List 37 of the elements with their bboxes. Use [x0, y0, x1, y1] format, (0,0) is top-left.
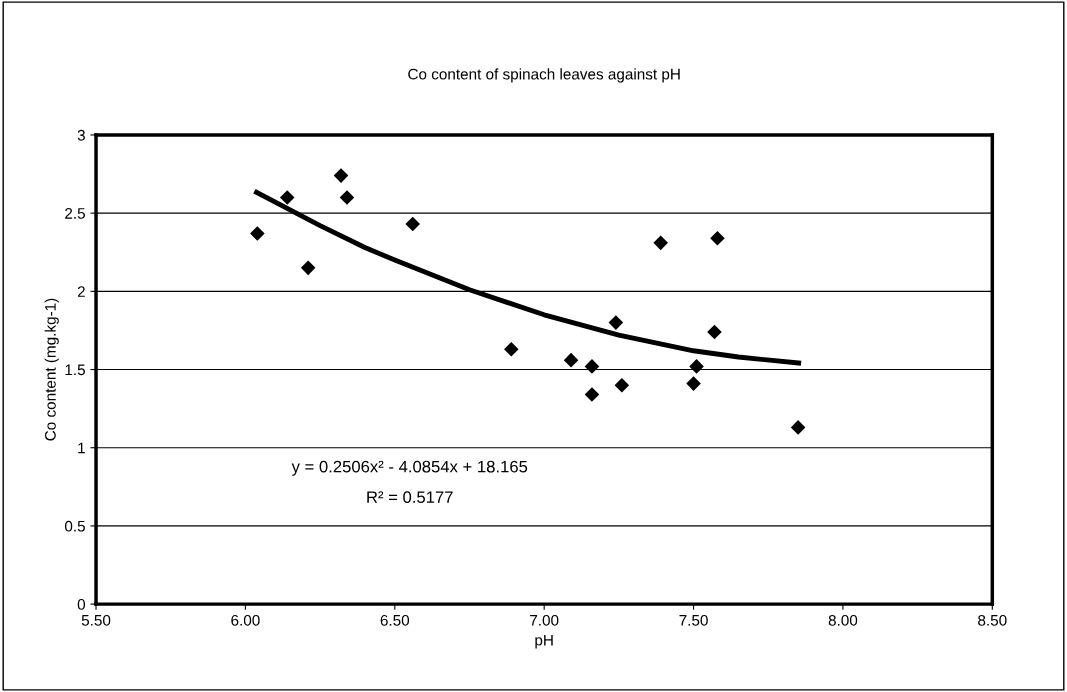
point [710, 230, 725, 246]
point [339, 190, 355, 205]
point [686, 376, 701, 391]
point [333, 168, 349, 183]
point [279, 190, 295, 205]
x-tick-label: 8.50 [978, 614, 1007, 626]
point [405, 216, 420, 232]
y-tick-label: 2.5 [65, 208, 85, 219]
point [790, 420, 806, 435]
y-tick-label: 1 [78, 442, 85, 454]
point [300, 260, 316, 276]
point [689, 359, 704, 374]
chart-title: Co content of spinach leaves against pH [408, 68, 680, 83]
x-tick-label: 5.50 [81, 614, 111, 626]
y-axis-title: Co content (mg.kg-1) [44, 298, 59, 441]
point [250, 226, 265, 241]
x-axis-title: pH [535, 634, 553, 649]
y-tick-label: 2 [77, 286, 85, 297]
point [653, 235, 668, 251]
x-tick-label: 6.50 [380, 614, 410, 626]
point [707, 324, 722, 340]
x-tick-label: 8.00 [828, 614, 858, 626]
point [608, 315, 624, 330]
point [614, 377, 630, 393]
annotation: y = 0.2506x² - 4.0854x + 18.165 [291, 460, 528, 476]
y-tick-label: 1.5 [65, 364, 85, 376]
y-tick-label: 0.5 [64, 520, 85, 532]
point [563, 352, 579, 368]
x-tick-label: 6.00 [231, 614, 260, 626]
y-tick-label: 0 [77, 598, 86, 610]
point [584, 359, 600, 374]
x-tick-label: 7.00 [530, 614, 559, 626]
annotation: R² = 0.5177 [367, 491, 453, 504]
point [584, 387, 600, 402]
x-tick-label: 7.50 [679, 614, 708, 626]
point [504, 341, 519, 357]
y-tick-label: 3 [77, 129, 85, 141]
